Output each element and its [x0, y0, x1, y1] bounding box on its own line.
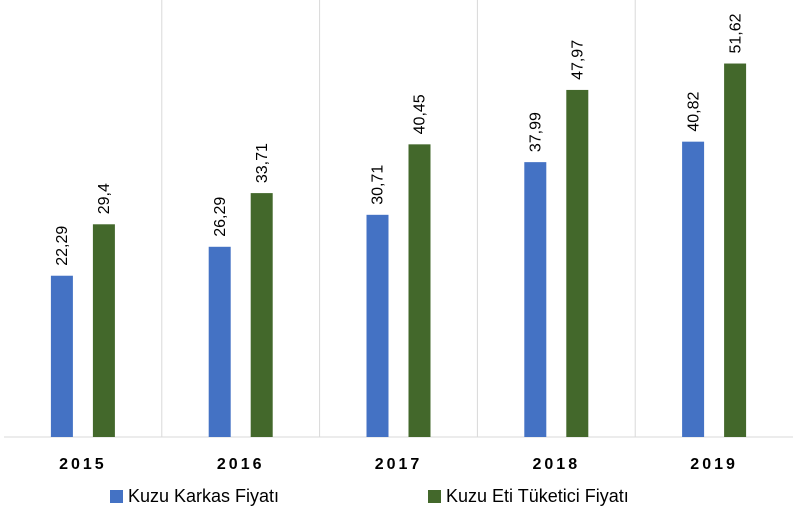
legend-swatch: [428, 490, 441, 503]
bar: [682, 141, 705, 437]
bar: [408, 144, 431, 438]
data-label: 30,71: [370, 165, 387, 205]
x-tick-label: 2017: [375, 456, 423, 473]
data-label: 40,45: [412, 94, 429, 134]
x-tick-label: 2016: [217, 456, 265, 473]
data-label: 26,29: [212, 197, 229, 237]
bar: [524, 162, 547, 437]
data-label: 29,4: [96, 183, 113, 214]
legend-label: Kuzu Karkas Fiyatı: [128, 486, 279, 506]
bar: [92, 224, 115, 437]
bar: [366, 214, 389, 437]
bar: [208, 246, 231, 437]
data-label: 22,29: [54, 226, 71, 266]
data-label: 51,62: [727, 13, 744, 53]
legend-swatch: [110, 490, 123, 503]
x-tick-label: 2018: [533, 456, 581, 473]
x-tick-label: 2015: [59, 456, 107, 473]
data-label: 40,82: [685, 92, 702, 132]
x-tick-label: 2019: [690, 456, 738, 473]
bar: [50, 275, 73, 437]
bar: [724, 63, 747, 438]
data-label: 37,99: [528, 112, 545, 152]
data-label: 33,71: [254, 143, 271, 183]
legend-label: Kuzu Eti Tüketici Fiyatı: [446, 486, 629, 506]
bar: [566, 89, 589, 437]
data-label: 47,97: [570, 40, 587, 80]
bar: [250, 193, 273, 437]
